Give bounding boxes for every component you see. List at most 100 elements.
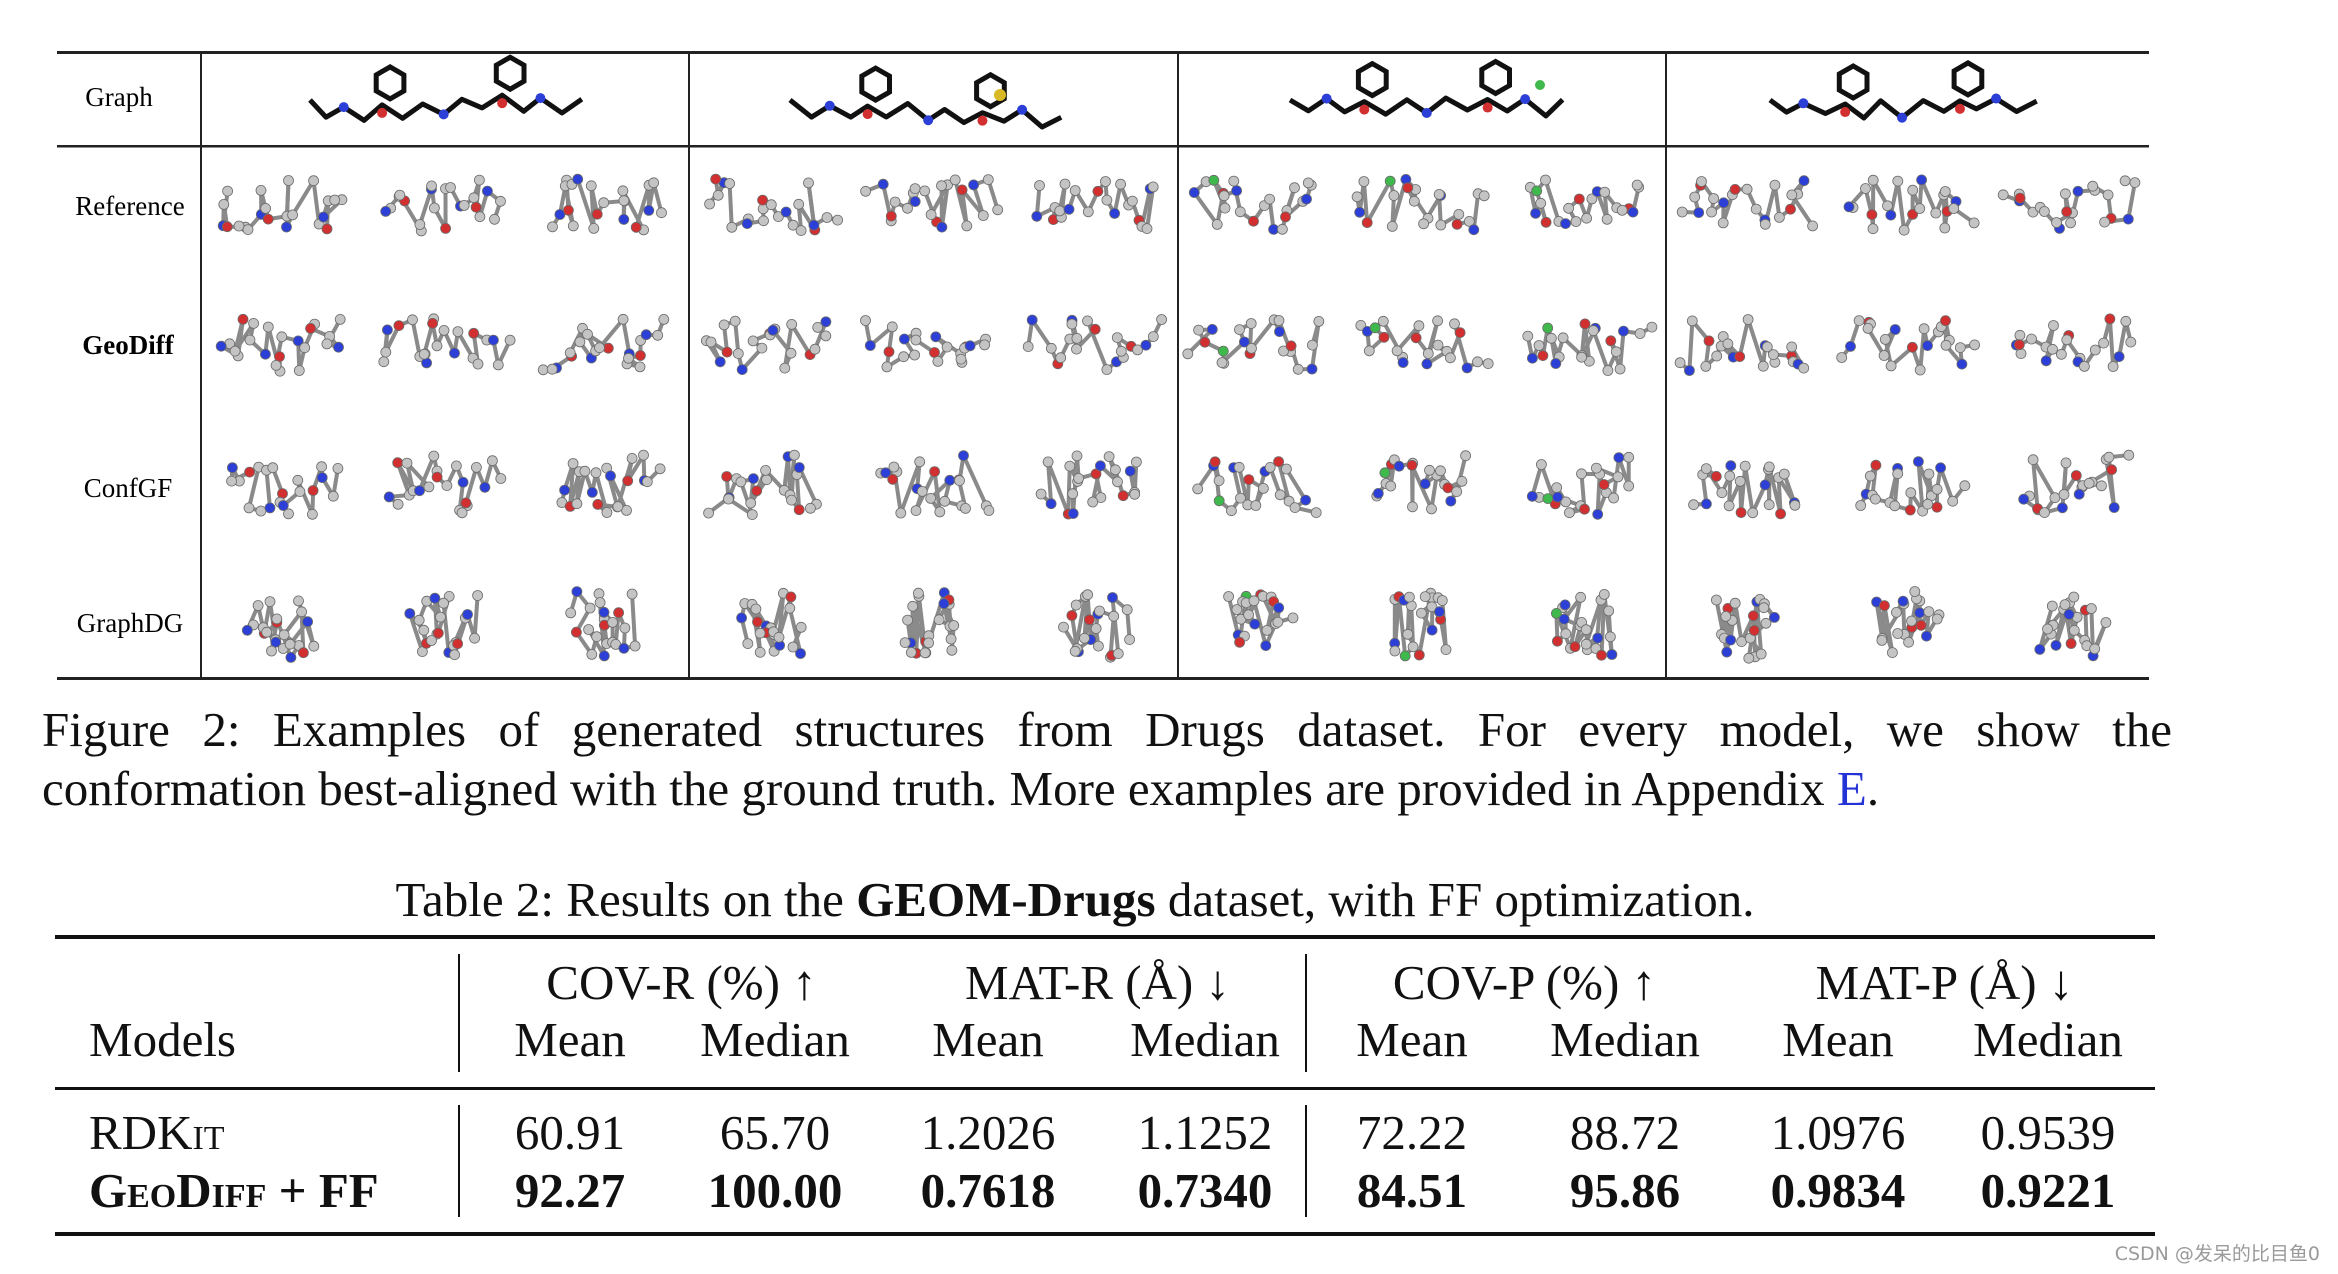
row-label-confgf: ConfGF xyxy=(84,473,173,503)
conformer-image xyxy=(704,173,843,237)
group-header-cov-p: COV-P (%) ↑ xyxy=(1392,955,1657,1010)
sub-median-1: Median xyxy=(700,1012,850,1067)
caption-end: . xyxy=(1866,761,1880,816)
conformer-image xyxy=(1522,318,1658,376)
graph-structure-3 xyxy=(1288,58,1565,119)
figure-caption-line2: conformation best-aligned with the groun… xyxy=(42,759,2172,818)
conformer-image xyxy=(1526,451,1635,520)
conformer-image xyxy=(1031,176,1159,235)
conformer-image xyxy=(241,595,320,663)
grid-lines xyxy=(57,51,2149,680)
table-caption-dataset: GEOM-Drugs xyxy=(856,872,1156,927)
table-vrule-2 xyxy=(1305,954,1307,1072)
model-geodiff-ff: GeoDiff + FF xyxy=(89,1163,379,1218)
graph-structure-1 xyxy=(308,54,584,123)
table-cell: 0.9834 xyxy=(1770,1163,1906,1218)
conformer-image xyxy=(701,315,832,376)
table-cell: 92.27 xyxy=(514,1163,626,1218)
table-cell: 1.0976 xyxy=(1770,1105,1906,1160)
models-header: Models xyxy=(89,1012,236,1067)
conformer-image xyxy=(2018,449,2135,518)
group-header-mat-p: MAT-P (Å) ↓ xyxy=(1815,955,2074,1010)
table-vrule-1 xyxy=(458,954,460,1072)
watermark: CSDN @发呆的比目鱼0 xyxy=(2114,1243,2320,1265)
conformer-image xyxy=(380,174,506,237)
bottom-rule xyxy=(57,677,2149,680)
sub-median-3: Median xyxy=(1550,1012,1700,1067)
conformer-image xyxy=(1836,315,1980,376)
molecule-images xyxy=(215,54,2141,664)
sub-mean-3: Mean xyxy=(1356,1012,1468,1067)
table-cell: 95.86 xyxy=(1569,1163,1681,1218)
row-label-graph: Graph xyxy=(85,82,153,112)
conformer-image xyxy=(2034,591,2112,662)
top-rule xyxy=(57,51,2149,54)
conformer-image xyxy=(1058,589,1135,663)
col-divider-0 xyxy=(200,51,202,680)
conformer-image xyxy=(404,590,484,661)
conformer-image xyxy=(875,450,995,519)
molecule-grid: Graph Reference GeoDiff ConfGF GraphDG xyxy=(57,51,2149,680)
graph-structure-4 xyxy=(1768,60,2038,123)
table-vrule-4 xyxy=(1305,1105,1307,1217)
conformer-image xyxy=(217,175,348,236)
row-label-reference: Reference xyxy=(75,191,184,221)
conformer-image xyxy=(736,587,807,659)
sub-median-4: Median xyxy=(1973,1012,2123,1067)
table-cell: 60.91 xyxy=(514,1105,626,1160)
conformer-image xyxy=(1688,460,1801,520)
col-divider-2 xyxy=(1177,51,1179,680)
conformer-image xyxy=(860,174,1004,233)
conformer-image xyxy=(565,586,641,662)
sub-mean-1: Mean xyxy=(514,1012,626,1067)
table-vrule-3 xyxy=(458,1105,460,1217)
header-rule xyxy=(57,145,2149,148)
conformer-image xyxy=(1192,456,1322,518)
conformer-image xyxy=(860,315,991,373)
conformer-image xyxy=(1351,173,1490,236)
conformer-image xyxy=(1843,174,1980,236)
table-cell: 100.00 xyxy=(707,1163,843,1218)
table-top-rule xyxy=(55,935,2155,939)
group-header-cov-r: COV-R (%) ↑ xyxy=(546,955,817,1010)
table-cell: 88.72 xyxy=(1569,1105,1681,1160)
table-cell: 84.51 xyxy=(1356,1163,1468,1218)
graph-structure-2 xyxy=(788,65,1063,130)
conformer-image xyxy=(1188,174,1317,235)
table-cell: 0.7618 xyxy=(920,1163,1056,1218)
conformer-image xyxy=(703,449,822,520)
row-label-graphdg: GraphDG xyxy=(77,608,183,638)
conformer-image xyxy=(226,461,344,520)
conformer-image xyxy=(1871,586,1945,658)
conformer-image xyxy=(547,173,667,236)
table-caption: Table 2: Results on the GEOM-Drugs datas… xyxy=(0,870,2150,930)
results-table: Models COV-R (%) ↑ MAT-R (Å) ↓ COV-P (%)… xyxy=(55,930,2155,1240)
table-cell: 0.9539 xyxy=(1980,1105,2116,1160)
conformer-image xyxy=(1371,450,1471,515)
conformer-image xyxy=(899,587,960,659)
figure-2: Graph Reference GeoDiff ConfGF GraphDG xyxy=(57,51,2149,680)
table-caption-post: dataset, with FF optimization. xyxy=(1155,872,1755,927)
table-cell: 1.1252 xyxy=(1137,1105,1273,1160)
sub-median-2: Median xyxy=(1130,1012,1280,1067)
table-cell: 65.70 xyxy=(719,1105,831,1160)
sub-mean-4: Mean xyxy=(1782,1012,1894,1067)
conformer-image xyxy=(1182,314,1325,375)
sub-mean-2: Mean xyxy=(932,1012,1044,1067)
conformer-image xyxy=(1524,174,1645,230)
table-cell: 0.7340 xyxy=(1137,1163,1273,1218)
row-label-geodiff: GeoDiff xyxy=(82,330,174,360)
conformer-image xyxy=(1997,175,2141,234)
conformer-image xyxy=(1389,587,1452,662)
table-cell: 0.9221 xyxy=(1980,1163,2116,1218)
conformer-image xyxy=(2011,313,2137,372)
caption-text: conformation best-aligned with the groun… xyxy=(42,761,1825,816)
model-rdkit: RDKit xyxy=(89,1105,225,1160)
conformer-image xyxy=(1674,314,1810,376)
appendix-link[interactable]: E xyxy=(1836,761,1867,816)
table-bottom-rule xyxy=(55,1232,2155,1236)
col-divider-1 xyxy=(688,51,690,680)
table-cell: 1.2026 xyxy=(920,1105,1056,1160)
conformer-image xyxy=(556,449,666,518)
col-divider-3 xyxy=(1665,51,1667,680)
